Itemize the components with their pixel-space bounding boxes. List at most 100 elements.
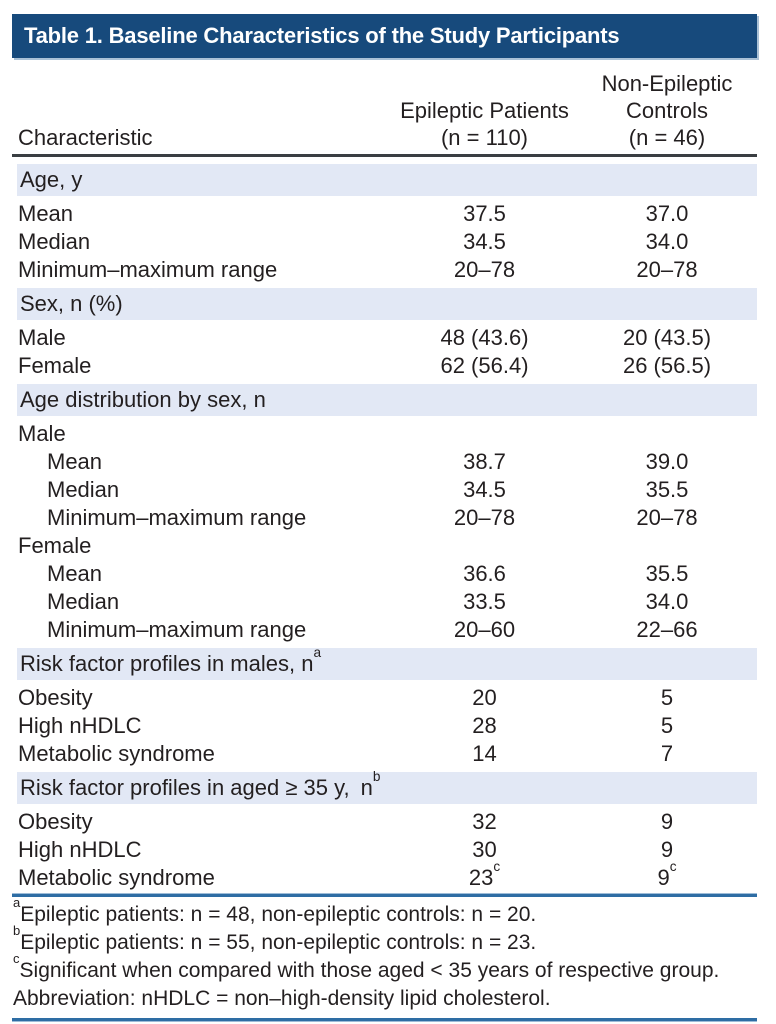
row-label: Minimum–maximum range — [47, 617, 307, 642]
column-header-line: Non-Epileptic — [601, 71, 733, 96]
section-row-risk-males: Risk factor profiles in males, na — [17, 644, 757, 680]
superscript: c — [13, 951, 20, 967]
cell-epileptic: 48 (43.6) — [440, 325, 529, 350]
section-label: Risk factor profiles in males, n — [20, 651, 314, 676]
superscript: c — [493, 858, 501, 874]
section-label: Sex, n (%) — [20, 291, 123, 316]
cell-controls: 39.0 — [645, 449, 689, 474]
cell-controls: 34.0 — [645, 229, 689, 254]
row-label: Female — [18, 533, 92, 558]
cell-controls: 22–66 — [636, 617, 698, 642]
cell-controls: 5 — [660, 713, 674, 738]
column-header-characteristic: Characteristic — [18, 125, 153, 150]
footnote: bEpileptic patients: n = 55, non-epilept… — [13, 924, 757, 957]
superscript: a — [313, 644, 322, 660]
cell-controls: 20–78 — [636, 257, 698, 282]
section-label: Age, y — [20, 167, 83, 192]
cell-epileptic: 62 (56.4) — [440, 353, 529, 378]
cell-controls: 7 — [660, 741, 674, 766]
row-label: Minimum–maximum range — [18, 257, 278, 282]
cell-epileptic: 38.7 — [463, 449, 506, 474]
column-header-line: (n = 46) — [628, 125, 706, 150]
row-label: Minimum–maximum range — [47, 505, 307, 530]
cell-controls: 37.0 — [645, 201, 689, 226]
cell-epileptic: 37.5 — [463, 201, 506, 226]
table-row: Median 33.5 34.0 — [12, 588, 757, 616]
cell-epileptic: 28 — [472, 713, 497, 738]
table-body: Age, y Mean 37.5 37.0 Median 34.5 34.0 Minim… — [12, 157, 757, 892]
section-row-sex: Sex, n (%) — [17, 288, 757, 320]
table-title: Table 1. Baseline Characteristics of the… — [24, 23, 620, 48]
superscript: b — [372, 768, 381, 784]
column-header-non-epileptic-controls: Non-Epileptic Controls (n = 46) — [577, 70, 757, 151]
table-row: Obesity 20 5 — [12, 684, 757, 712]
cell-controls: 35.5 — [645, 477, 689, 502]
section-label: Risk factor profiles in aged ≥ 35 y, n — [20, 775, 373, 800]
cell-epileptic: 20 — [472, 685, 497, 710]
table-row: Mean 37.5 37.0 — [12, 200, 757, 228]
table-row: Obesity 32 9 — [12, 808, 757, 836]
cell-controls: 20–78 — [636, 505, 698, 530]
cell-epileptic: 30 — [472, 837, 497, 862]
table-title-bar: Table 1. Baseline Characteristics of the… — [12, 14, 757, 58]
cell-epileptic: 20–78 — [453, 257, 516, 282]
group-row: Female — [12, 532, 757, 560]
cell-epileptic: 20–78 — [453, 505, 516, 530]
footnote: Abbreviation: nHDLC = non–high-density l… — [13, 985, 757, 1013]
row-label: Female — [18, 353, 92, 378]
column-header-epileptic-patients: Epileptic Patients (n = 110) — [392, 97, 577, 151]
row-label: Median — [47, 477, 120, 502]
row-label: High nHDLC — [18, 837, 142, 862]
footnote-text: Epileptic patients: n = 55, non-epilepti… — [20, 931, 537, 954]
section-row-age: Age, y — [17, 164, 757, 196]
row-label: Mean — [47, 449, 103, 474]
table-row: Male 48 (43.6) 20 (43.5) — [12, 324, 757, 352]
table-row: Metabolic syndrome 23c 9c — [12, 858, 757, 892]
cell-epileptic: 14 — [472, 741, 497, 766]
footnote-text: Abbreviation: nHDLC = non–high-density l… — [13, 987, 551, 1010]
table-row: High nHDLC 28 5 — [12, 712, 757, 740]
group-row: Male — [12, 420, 757, 448]
cell-controls: 34.0 — [645, 589, 689, 614]
table-row: Minimum–maximum range 20–78 20–78 — [12, 504, 757, 532]
cell-epileptic: 32 — [472, 809, 497, 834]
row-label: Mean — [18, 201, 74, 226]
row-label: Median — [18, 229, 91, 254]
table-row: Median 34.5 35.5 — [12, 476, 757, 504]
row-label: Median — [47, 589, 120, 614]
row-label: High nHDLC — [18, 713, 142, 738]
column-header-line: Controls — [626, 98, 708, 123]
table-row: Minimum–maximum range 20–60 22–66 — [12, 616, 757, 644]
superscript: c — [669, 858, 677, 874]
column-header-line: (n = 110) — [440, 125, 529, 150]
footnote-text: Epileptic patients: n = 48, non-epilepti… — [20, 903, 537, 926]
header-rule — [12, 154, 757, 157]
table-row: Mean 36.6 35.5 — [12, 560, 757, 588]
cell-epileptic: 36.6 — [463, 561, 506, 586]
cell-controls: 9c — [657, 858, 677, 890]
table-row: Metabolic syndrome 14 7 — [12, 740, 757, 768]
row-label: Male — [18, 325, 66, 350]
row-label: Male — [18, 421, 66, 446]
table-container: Table 1. Baseline Characteristics of the… — [12, 14, 757, 1021]
cell-controls: 26 (56.5) — [622, 353, 712, 378]
cell-epileptic: 34.5 — [463, 229, 506, 254]
table-row: Median 34.5 34.0 — [12, 228, 757, 256]
cell-controls: 20 (43.5) — [622, 325, 712, 350]
cell-epileptic: 23c — [468, 858, 501, 890]
table-row: Female 62 (56.4) 26 (56.5) — [12, 352, 757, 380]
table-row: Mean 38.7 39.0 — [12, 448, 757, 476]
cell-controls: 35.5 — [645, 561, 689, 586]
cell-epileptic: 20–60 — [453, 617, 516, 642]
cell-controls: 5 — [660, 685, 674, 710]
cell-epileptic: 33.5 — [463, 589, 506, 614]
row-label: Mean — [47, 561, 103, 586]
section-row-age-distribution: Age distribution by sex, n — [17, 384, 757, 416]
footnote: cSignificant when compared with those ag… — [13, 952, 757, 985]
row-label: Metabolic syndrome — [18, 741, 215, 766]
row-label: Obesity — [18, 685, 93, 710]
footnote-text: Significant when compared with those age… — [19, 959, 720, 982]
superscript: a — [13, 895, 21, 911]
table-row: High nHDLC 30 9 — [12, 836, 757, 864]
